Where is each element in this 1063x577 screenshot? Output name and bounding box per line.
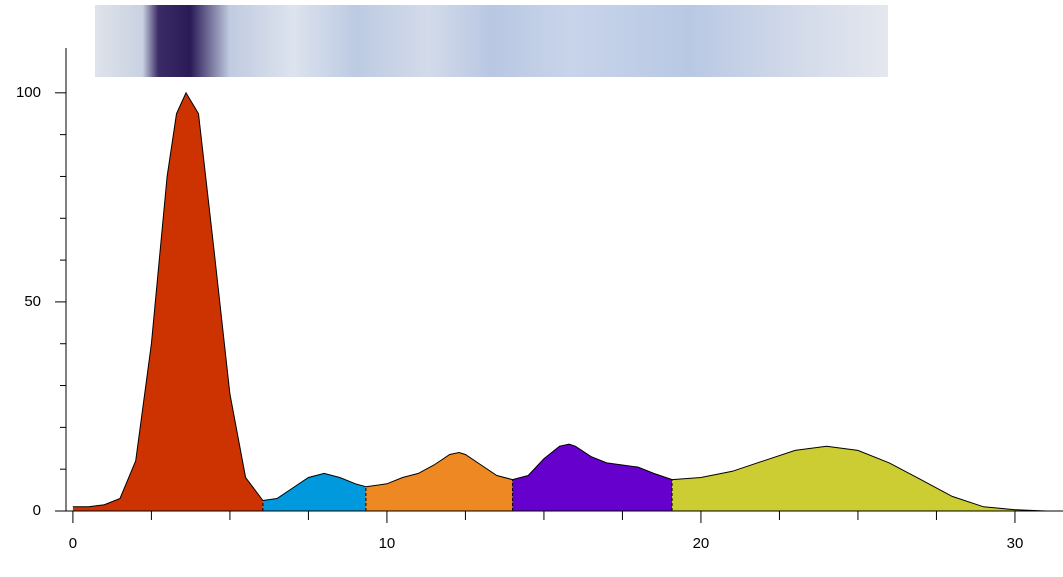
segment-area [672,446,1047,511]
y-tick-label: 100 [16,84,41,101]
profile-line [262,472,367,501]
x-tick-label: 20 [693,535,710,552]
profile-line [512,443,673,481]
x-tick-label: 0 [69,535,77,552]
x-tick-label: 10 [379,535,396,552]
profile-line [72,91,264,508]
x-tick-label: 30 [1007,535,1024,552]
y-tick-label: 50 [24,293,41,310]
segment-area [262,473,366,511]
gel-strip [95,5,888,77]
segment-area [365,452,513,511]
profile-line [365,451,513,488]
profile-line [672,445,1047,512]
segment-area [72,92,263,512]
y-tick-label: 0 [33,502,41,519]
segment-area [512,444,673,511]
